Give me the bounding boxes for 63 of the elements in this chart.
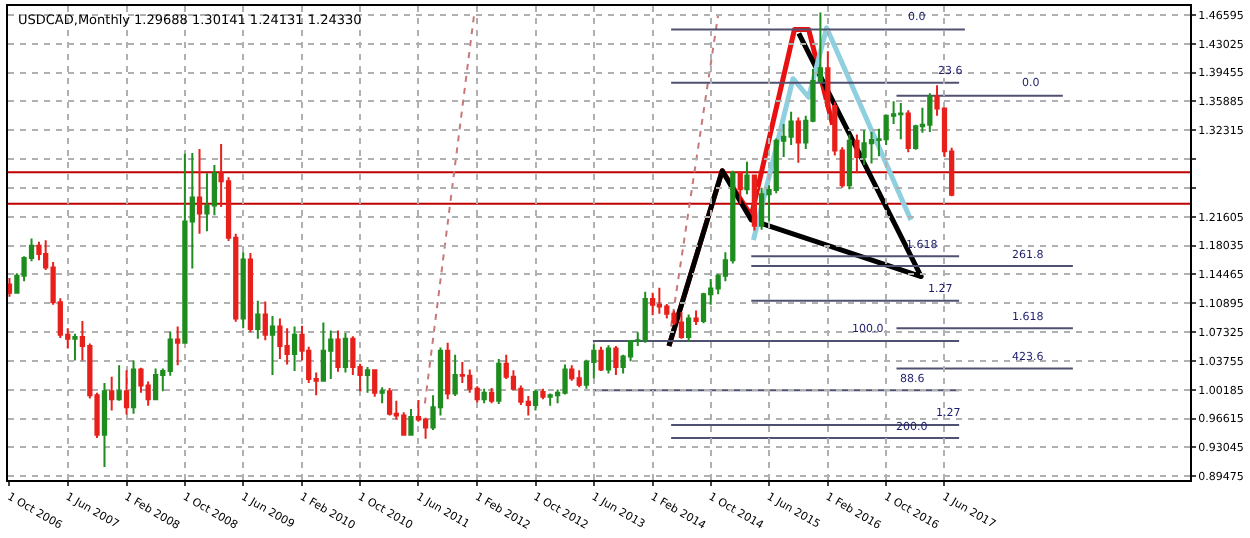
candlestick bbox=[123, 369, 130, 416]
candlestick bbox=[795, 116, 801, 164]
candlestick bbox=[36, 240, 42, 262]
candlestick bbox=[686, 313, 692, 343]
candlestick bbox=[846, 133, 853, 191]
candlestick bbox=[284, 327, 290, 366]
candlestick bbox=[328, 329, 334, 381]
candlestick bbox=[277, 317, 283, 360]
candlestick bbox=[72, 332, 78, 362]
candlestick bbox=[481, 387, 487, 405]
candlestick bbox=[744, 160, 750, 196]
candlestick bbox=[598, 345, 604, 372]
candlestick bbox=[364, 365, 371, 394]
candlestick bbox=[540, 387, 546, 401]
candlestick bbox=[576, 369, 582, 389]
candlestick bbox=[452, 353, 458, 398]
candlestick bbox=[247, 252, 254, 334]
candlestick bbox=[693, 309, 699, 326]
candlestick bbox=[342, 332, 349, 374]
candlestick bbox=[737, 170, 743, 205]
candlestick bbox=[905, 109, 911, 154]
candlestick bbox=[459, 361, 465, 385]
candlestick bbox=[562, 363, 568, 396]
candlestick bbox=[372, 368, 378, 398]
candlestick bbox=[868, 130, 875, 165]
candlestick bbox=[262, 300, 268, 342]
candlestick bbox=[8, 277, 13, 298]
candlestick bbox=[605, 344, 612, 375]
candlestick bbox=[532, 388, 539, 412]
candlestick bbox=[204, 172, 210, 233]
candlestick bbox=[101, 382, 108, 469]
candlestick bbox=[445, 341, 451, 401]
candlestick bbox=[175, 325, 181, 367]
candlestick bbox=[650, 291, 656, 317]
candlestick bbox=[854, 133, 860, 175]
candlestick bbox=[408, 407, 414, 436]
candlestick bbox=[130, 359, 137, 415]
candlestick bbox=[613, 344, 619, 377]
candlestick bbox=[496, 357, 502, 406]
candlestick bbox=[751, 173, 758, 232]
candlestick bbox=[488, 386, 495, 405]
candlestick bbox=[547, 392, 553, 407]
candlestick bbox=[386, 386, 393, 417]
candlestick bbox=[758, 186, 765, 231]
candlestick bbox=[467, 368, 473, 394]
candlestick bbox=[320, 321, 326, 383]
candlestick bbox=[116, 364, 122, 402]
candlestick bbox=[196, 147, 203, 235]
candlestick bbox=[927, 92, 933, 133]
candlestick bbox=[240, 251, 246, 330]
candlestick bbox=[678, 311, 685, 340]
candlestick bbox=[291, 325, 298, 372]
candlestick bbox=[656, 286, 662, 315]
candlestick bbox=[152, 367, 159, 401]
candlestick bbox=[255, 299, 261, 340]
candlestick bbox=[269, 315, 276, 377]
candlestick bbox=[642, 290, 648, 344]
candlestick bbox=[335, 329, 341, 373]
candlestick bbox=[569, 364, 575, 382]
candlestick bbox=[861, 129, 867, 167]
candlestick bbox=[379, 386, 385, 405]
candlestick bbox=[109, 375, 115, 412]
candlestick bbox=[898, 101, 904, 141]
